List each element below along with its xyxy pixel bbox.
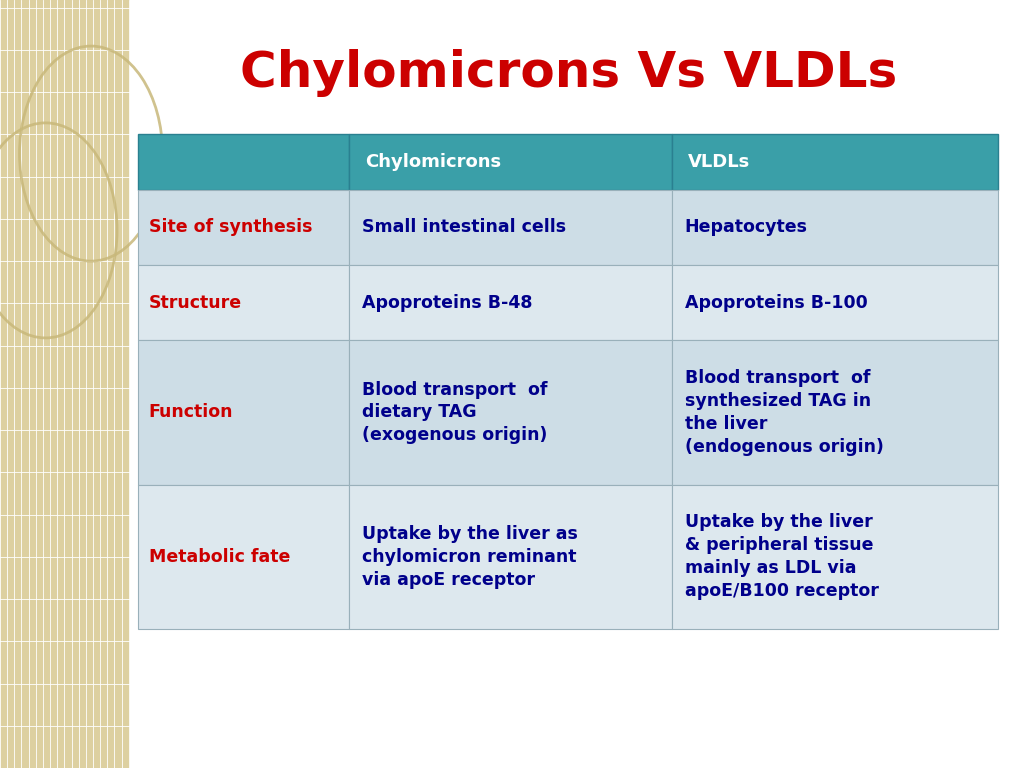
Text: Metabolic fate: Metabolic fate [148,548,290,566]
Text: Structure: Structure [148,293,242,312]
Text: Blood transport  of
synthesized TAG in
the liver
(endogenous origin): Blood transport of synthesized TAG in th… [685,369,884,455]
Text: Chylomicrons: Chylomicrons [366,153,501,171]
FancyBboxPatch shape [138,134,349,190]
Text: Uptake by the liver as
chylomicron reminant
via apoE receptor: Uptake by the liver as chylomicron remin… [361,525,578,589]
Text: Function: Function [148,403,233,422]
FancyBboxPatch shape [672,485,998,629]
Text: Small intestinal cells: Small intestinal cells [361,218,566,237]
Text: Apoproteins B-48: Apoproteins B-48 [361,293,532,312]
FancyBboxPatch shape [672,190,998,265]
Text: Apoproteins B-100: Apoproteins B-100 [685,293,867,312]
FancyBboxPatch shape [349,265,672,340]
Text: Hepatocytes: Hepatocytes [685,218,808,237]
Text: Site of synthesis: Site of synthesis [148,218,312,237]
Text: Chylomicrons Vs VLDLs: Chylomicrons Vs VLDLs [240,49,897,97]
FancyBboxPatch shape [138,485,349,629]
FancyBboxPatch shape [0,0,130,768]
FancyBboxPatch shape [349,485,672,629]
Text: VLDLs: VLDLs [688,153,751,171]
FancyBboxPatch shape [138,190,349,265]
FancyBboxPatch shape [349,190,672,265]
FancyBboxPatch shape [138,340,349,485]
Text: Uptake by the liver
& peripheral tissue
mainly as LDL via
apoE/B100 receptor: Uptake by the liver & peripheral tissue … [685,514,879,600]
FancyBboxPatch shape [672,265,998,340]
Text: Blood transport  of
dietary TAG
(exogenous origin): Blood transport of dietary TAG (exogenou… [361,380,548,445]
FancyBboxPatch shape [138,265,349,340]
FancyBboxPatch shape [672,340,998,485]
FancyBboxPatch shape [672,134,998,190]
FancyBboxPatch shape [349,134,672,190]
FancyBboxPatch shape [349,340,672,485]
